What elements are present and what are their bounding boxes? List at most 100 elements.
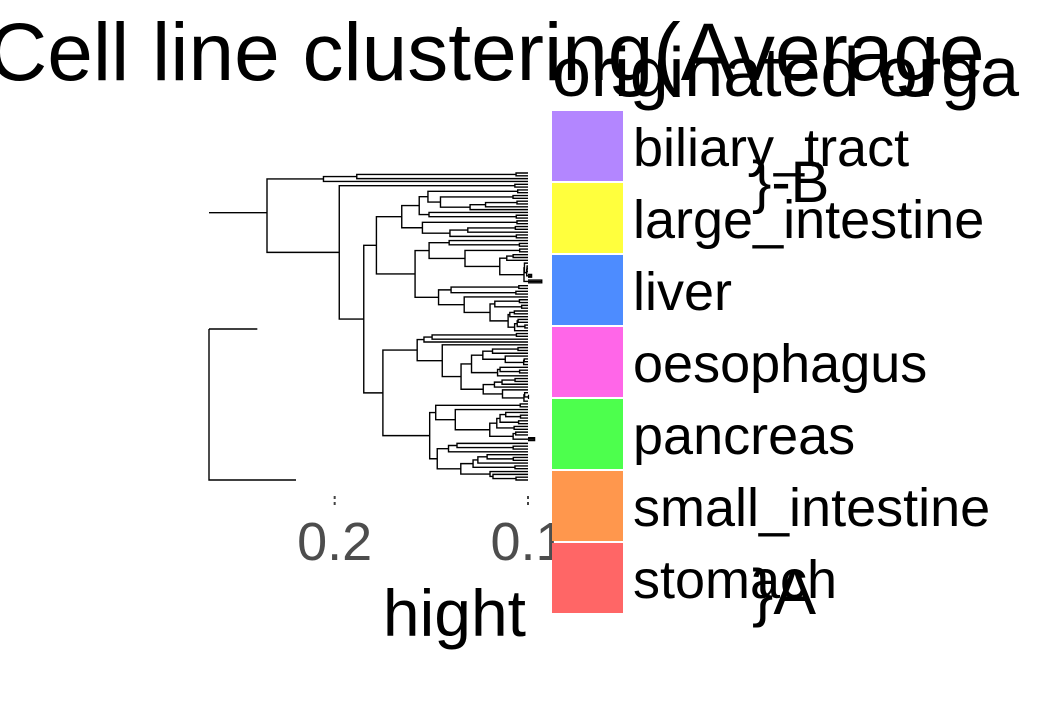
annotation-a: }A: [752, 556, 816, 628]
dendrogram-branch: [523, 394, 528, 402]
dendrogram-branch: [514, 225, 528, 231]
dendrogram-branch: [516, 200, 528, 205]
dendrogram-branch: [460, 363, 484, 390]
dendrogram-branch: [515, 476, 528, 481]
dendrogram-branch: [435, 404, 521, 421]
dendrogram-branch: [523, 267, 542, 283]
dendrogram-branch: [519, 403, 528, 408]
dendrogram-branch: [489, 422, 514, 438]
dendrogram-branch: [463, 296, 528, 314]
dendrogram-branch: [512, 194, 528, 200]
dendrogram-branch: [401, 204, 423, 229]
legend-swatch-small-intestine: [552, 471, 623, 541]
legend-swatch-pancreas: [552, 399, 623, 469]
dendrogram-branch: [448, 239, 528, 246]
dendrogram-branch: [523, 391, 529, 398]
dendrogram-branch: [528, 273, 533, 278]
legend-swatch-large-intestine: [552, 183, 623, 253]
dendrogram-branch: [515, 172, 528, 177]
dendrogram-branch: [449, 229, 517, 238]
dendrogram-branch: [523, 358, 528, 363]
dendrogram-branch: [208, 329, 296, 481]
dendrogram-branch: [518, 299, 528, 304]
dendrogram-branch: [517, 346, 528, 352]
dendrogram-branch: [507, 313, 515, 328]
x-tick-label: 0.2: [297, 512, 372, 572]
legend-label: large_intestine: [633, 190, 984, 250]
dendrogram-branch: [523, 262, 528, 274]
dendrogram-branch: [499, 413, 519, 423]
dendrogram-branch: [504, 355, 528, 364]
dendrogram-branch: [528, 279, 543, 284]
dendrogram-branch: [515, 332, 528, 338]
dendrogram-branch: [512, 456, 528, 461]
dendrogram-branch: [423, 336, 528, 343]
dendrogram-branch: [518, 248, 528, 253]
dendrogram-branch: [460, 462, 491, 475]
dendrogram-branch: [517, 420, 528, 425]
dendrogram-branch: [513, 425, 528, 431]
dendrogram-branch: [499, 257, 524, 276]
dendrogram-branch: [439, 196, 514, 208]
dendrogram-branch: [514, 465, 528, 470]
legend-label: pancreas: [633, 406, 855, 466]
legend-label: oesophagus: [633, 334, 927, 394]
dendrogram-branch: [414, 249, 439, 298]
legend-swatch-oesophagus: [552, 327, 623, 397]
dendrogram-branch: [513, 310, 528, 315]
dendrogram-branch: [266, 178, 340, 254]
dendrogram-branch: [431, 334, 528, 340]
dendrogram-branch: [450, 286, 519, 294]
legend: originated orga biliary_tract large_intes…: [552, 33, 1019, 613]
dendrogram-branch: [356, 173, 528, 180]
x-axis-label: hight: [383, 576, 526, 650]
dendrogram-branch: [382, 349, 430, 437]
dendrogram-branch: [482, 383, 503, 395]
dendrogram-branch: [375, 215, 416, 275]
legend-label: small_intestine: [633, 478, 990, 538]
dendrogram-branch: [515, 290, 528, 295]
dendrogram-branch: [517, 318, 528, 323]
dendrogram-branch: [496, 368, 528, 377]
dendrogram-branch: [447, 444, 528, 453]
dendrogram-branch: [499, 366, 528, 373]
dendrogram-branch: [494, 300, 522, 308]
dendrogram-branch: [514, 183, 528, 188]
dendrogram-branch: [437, 289, 465, 306]
legend-label: biliary_tract: [633, 118, 909, 178]
dendrogram-branch: [486, 453, 528, 460]
dendrogram-branch: [514, 377, 528, 383]
dendrogram-branch: [472, 459, 515, 469]
dendrogram-branch: [515, 214, 528, 219]
dendrogram-branch: [496, 417, 515, 429]
dendrogram-branch: [512, 253, 528, 259]
dendrogram-branch: [428, 242, 465, 260]
dendrogram-branch: [484, 201, 528, 208]
dendrogram-branch: [467, 227, 528, 233]
dendrogram-branch: [520, 304, 528, 309]
dendrogram-branch: [522, 359, 528, 366]
dendrogram-branch: [416, 338, 443, 362]
legend-swatch-stomach: [552, 543, 623, 613]
dendrogram-branch: [428, 411, 438, 460]
dendrogram-branch: [363, 244, 383, 394]
dendrogram-branch: [526, 268, 532, 277]
dendrogram-branch: [512, 432, 535, 440]
dendrogram-branch: [512, 445, 528, 450]
dendrogram-branch: [482, 350, 506, 360]
legend-title: originated orga: [552, 33, 1019, 111]
dendrogram-branch: [470, 354, 498, 374]
dendrogram-lines: [208, 172, 543, 481]
x-axis: 0.2 0.1 hight: [297, 496, 566, 650]
dendrogram-branch: [518, 242, 528, 247]
dendrogram-branch: [441, 344, 528, 378]
chart-title: Cell line clustering(Average: [0, 7, 985, 98]
dendrogram-branch: [518, 284, 528, 290]
dendrogram-branch: [515, 431, 528, 436]
dendrogram-branch: [516, 189, 528, 194]
dendrogram-branch: [491, 348, 528, 354]
dendrogram-branch: [519, 414, 528, 419]
dendrogram-branch: [492, 473, 528, 480]
dendrogram-branch: [506, 255, 528, 262]
